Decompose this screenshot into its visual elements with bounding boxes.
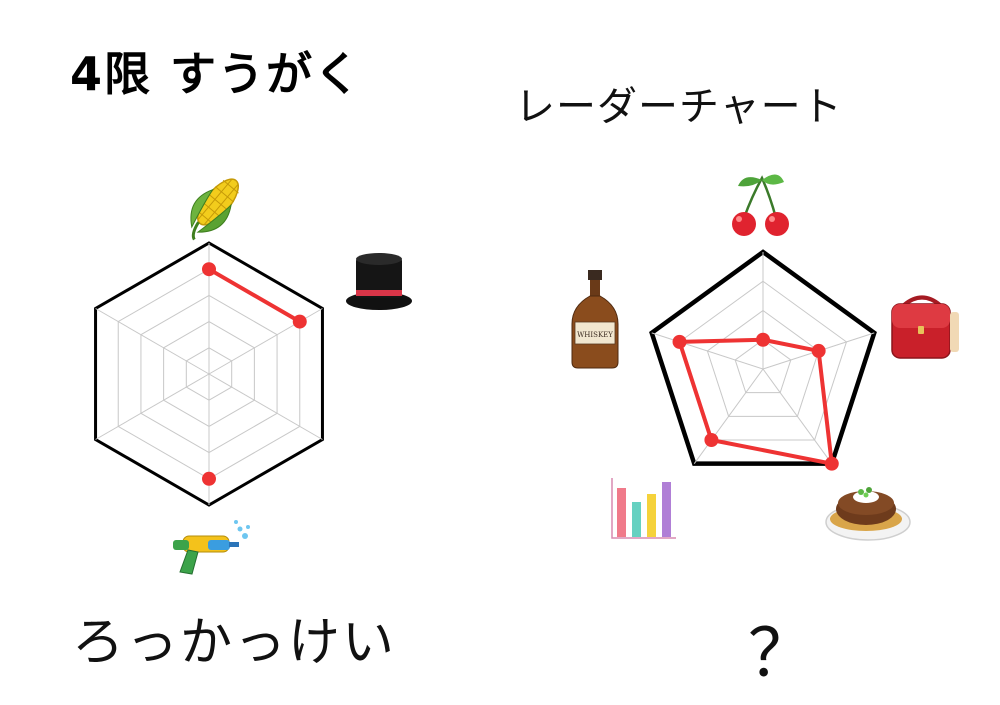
whiskey-bottle-icon: WHISKEY	[571, 270, 619, 369]
radar-spoke	[208, 373, 323, 440]
radar-grid-ring	[678, 280, 848, 441]
hamburg-steak-icon	[825, 487, 911, 541]
left-caption: ろっかっけい	[72, 613, 397, 673]
right-caption: ？	[748, 615, 814, 692]
top-hat-icon	[346, 253, 412, 310]
water-gun-icon	[173, 520, 250, 575]
radar-spoke	[95, 308, 210, 375]
bar-chart-icon	[611, 478, 676, 539]
radar-data-segment	[207, 267, 302, 324]
radar-data-point	[811, 343, 826, 358]
radar-grid-ring	[734, 339, 792, 394]
radar-spoke	[95, 373, 210, 440]
radar-data-point	[202, 471, 216, 486]
corn-icon	[190, 178, 239, 241]
school-bag-icon	[891, 295, 959, 359]
radar-data-point	[672, 334, 687, 349]
page-title: 4限 すうがく	[70, 47, 363, 101]
hexagon-radar-chart	[94, 241, 324, 507]
chart-subtitle: レーダーチャート	[515, 84, 843, 130]
svg-text:WHISKEY: WHISKEY	[577, 331, 613, 339]
radar-spoke	[651, 332, 764, 370]
radar-data-point	[704, 432, 719, 447]
pentagon-radar-chart	[649, 249, 877, 471]
radar-data-point	[824, 456, 839, 471]
cherry-icon	[732, 174, 789, 236]
radar-data-line	[677, 337, 834, 466]
radar-data-point	[756, 332, 770, 347]
radar-spoke	[693, 368, 764, 464]
radar-data-point	[292, 314, 307, 329]
radar-spoke	[762, 368, 833, 464]
radar-grid-ring	[706, 309, 820, 417]
radar-data-point	[202, 262, 216, 277]
radar-outline	[649, 249, 877, 466]
